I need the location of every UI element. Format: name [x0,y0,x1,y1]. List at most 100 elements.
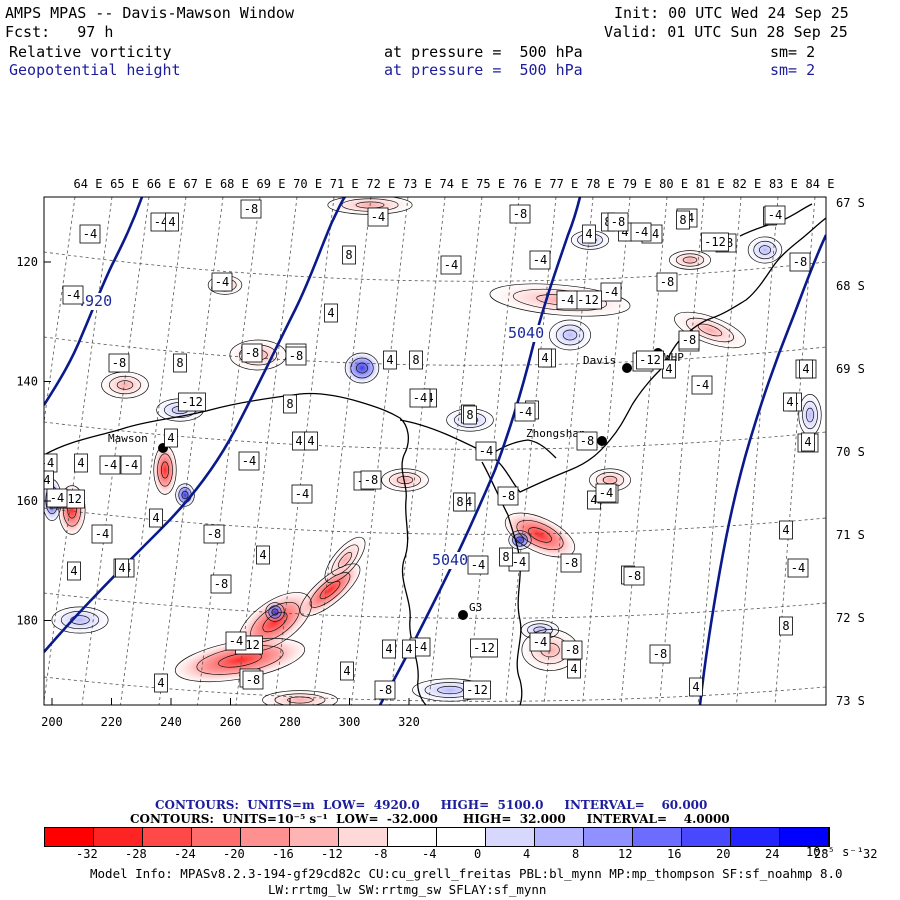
meridian-line [466,197,520,705]
field2-smooth: sm= 2 [770,61,816,79]
label-text: 4 [782,523,789,537]
vorticity-label: 4 [538,348,552,368]
colorbar-tick-label: 12 [618,847,633,861]
label-text: -4 [634,225,648,239]
vorticity-contour [669,250,711,270]
label-text: -4 [66,288,80,302]
label-box [409,350,423,370]
vorticity-label: 4 [662,359,676,379]
vorticity-label: -12 [178,392,206,412]
vorticity-contour [331,544,359,576]
vorticity-contour [549,319,591,351]
label-text: -4 [791,561,805,575]
vorticity-label: -8 [360,470,382,490]
vorticity-label: 8 [173,353,187,373]
lon-label: 65 E [110,177,139,191]
vorticity-label: -12 [463,680,491,700]
vorticity-contour [512,533,528,547]
vorticity-cell [798,393,822,437]
parallel-line [44,336,826,366]
colorbar-tick-label: 8 [572,847,580,861]
vorticity-contour [265,602,285,622]
vorticity-label: 4 [256,545,270,565]
label-text: 4 [70,564,77,578]
colorbar-tick-label: -24 [174,847,196,861]
meridian-line [389,197,446,705]
label-box [240,199,262,219]
label-text: 4 [692,680,699,694]
y-tick-label: 140 [16,375,38,389]
label-text: 4 [343,664,350,678]
label-text: 4 [590,493,597,507]
colorbar-segment [143,828,192,846]
vorticity-label: -12 [636,350,664,370]
vorticity-label: 4 [165,212,179,232]
meridian-line [120,197,187,705]
label-text: 4 [570,662,577,676]
vorticity-label: 4 [149,508,163,528]
vorticity-labels: -4-44-4-8-4-48-48-4-8-4-12-8-4-84-8-4-88… [44,199,819,700]
meridian-line [312,197,372,705]
vorticity-label: -8 [285,346,307,366]
label-box [556,290,578,310]
map-frame [43,196,827,706]
label-text: 8 [679,213,686,227]
label-box [440,255,462,275]
label-text: 8 [412,353,419,367]
label-text: 8 [286,397,293,411]
vorticity-label: 4 [799,359,813,379]
vorticity-contour [271,608,279,616]
lat-label: 68 S [836,279,865,293]
model-info: Model Info: MPASv8.2.3-194-gf29cd82c CU:… [90,866,843,881]
lon-label: 81 E [696,177,725,191]
lat-label: 67 S [836,196,865,210]
label-text: -4 [413,391,427,405]
vorticity-label: -8 [242,670,264,690]
colorbar-segment [388,828,437,846]
label-text: -12 [181,395,203,409]
vorticity-contour [58,485,86,535]
colorbar-segment [339,828,388,846]
label-text: -12 [466,683,488,697]
label-text: -4 [103,458,117,472]
vorticity-label: -8 [649,644,671,664]
label-box [291,484,313,504]
vorticity-contour [516,519,564,551]
colorbar-segment [486,828,535,846]
label-text: 4 [786,395,793,409]
vorticity-contour [512,288,608,312]
x-tick-label: 300 [339,715,361,729]
label-text: -8 [682,333,696,347]
vorticity-cell [175,483,195,507]
vorticity-label: -4 [211,272,233,292]
vorticity-label: -8 [678,330,700,350]
vorticity-cell [508,530,532,550]
lon-label: 66 E [147,177,176,191]
vorticity-contour [299,563,361,617]
label-box [799,359,813,379]
label-box [801,432,815,452]
label-text: 4 [168,215,175,229]
label-box [374,680,396,700]
vorticity-label: 4 [154,673,168,693]
label-text: -12 [473,641,495,655]
label-text: -8 [364,473,378,487]
label-text: 4 [307,434,314,448]
label-box [79,224,101,244]
label-box [91,524,113,544]
vorticity-contour [344,352,380,384]
label-box [691,375,713,395]
label-text: -4 [95,527,109,541]
colorbar-segment [437,828,486,846]
vorticity-label: -4 [630,222,652,242]
label-text: -4 [413,640,427,654]
x-tick-label: 200 [41,715,63,729]
vorticity-contour [504,512,576,558]
lon-label: 83 E [769,177,798,191]
vorticity-cell [502,511,578,559]
label-box [656,272,678,292]
label-text: 4 [804,435,811,449]
vorticity-label: -4 [238,451,260,471]
label-box [360,470,382,490]
label-text: 8 [176,356,183,370]
